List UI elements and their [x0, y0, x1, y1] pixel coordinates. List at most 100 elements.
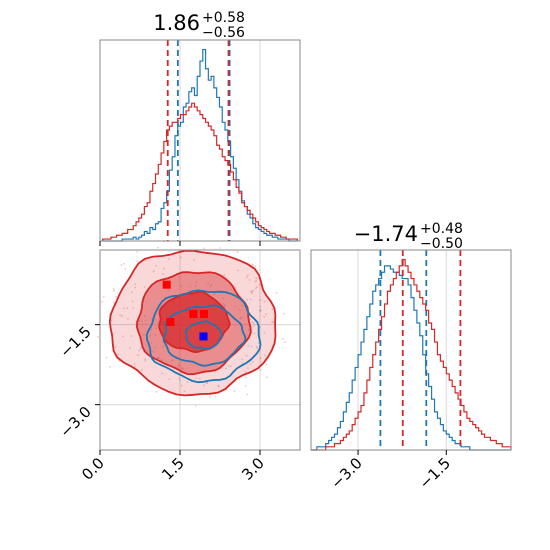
scatter-point — [246, 298, 249, 301]
scatter-point — [131, 300, 134, 303]
scatter-point — [180, 384, 183, 387]
tick-label-joint-y: −3.0 — [56, 403, 94, 441]
title-param1: 1.86 +0.58 −0.56 — [153, 10, 245, 41]
scatter-point — [142, 333, 145, 336]
scatter-point — [247, 328, 250, 331]
scatter-point — [194, 405, 197, 407]
scatter-point — [239, 317, 242, 320]
scatter-point — [275, 292, 278, 294]
scatter-point — [251, 292, 253, 295]
scatter-point — [224, 305, 226, 307]
scatter-point — [126, 307, 129, 310]
scatter-point — [121, 315, 124, 317]
scatter-point — [251, 360, 254, 363]
scatter-point — [263, 315, 266, 318]
scatter-point — [252, 321, 255, 324]
scatter-point — [240, 316, 243, 319]
scatter-point — [249, 363, 252, 365]
scatter-point — [136, 260, 139, 262]
scatter-point — [259, 369, 262, 371]
scatter-point — [186, 380, 189, 383]
scatter-point — [144, 259, 147, 262]
scatter-point — [256, 286, 258, 289]
scatter-point — [178, 377, 180, 380]
scatter-point — [117, 353, 119, 356]
scatter-point — [114, 346, 117, 349]
scatter-point — [144, 315, 146, 318]
scatter-point — [255, 345, 258, 348]
tick-label-param2-x: −3.0 — [327, 454, 365, 492]
scatter-point — [221, 297, 224, 300]
scatter-point — [202, 384, 205, 387]
tick-label-joint-x: 0.0 — [78, 454, 108, 484]
scatter-point — [158, 357, 161, 359]
scatter-point — [254, 287, 257, 290]
scatter-point — [121, 335, 124, 338]
scatter-point — [205, 381, 208, 384]
scatter-point — [225, 389, 228, 391]
scatter-point — [172, 368, 175, 371]
point-marker-1-3 — [200, 310, 208, 318]
scatter-point — [236, 251, 239, 253]
scatter-point — [264, 354, 267, 357]
scatter-point — [110, 319, 113, 322]
scatter-point — [180, 285, 183, 287]
scatter-point — [154, 346, 157, 349]
scatter-point — [178, 364, 181, 366]
scatter-point — [119, 314, 122, 317]
scatter-point — [223, 274, 226, 276]
scatter-point — [128, 346, 131, 349]
scatter-point — [251, 321, 253, 323]
scatter-point — [155, 327, 158, 330]
title-param1-upper: +0.58 — [202, 10, 245, 26]
scatter-point — [134, 283, 137, 285]
point-marker-1-1 — [166, 318, 175, 326]
scatter-point — [214, 395, 217, 398]
scatter-point — [247, 344, 250, 347]
point-marker-1-0 — [162, 280, 171, 289]
scatter-point — [127, 317, 129, 320]
scatter-point — [150, 328, 153, 331]
scatter-point — [258, 283, 261, 286]
scatter-point — [178, 379, 181, 382]
scatter-point — [246, 393, 249, 396]
scatter-point — [209, 285, 211, 288]
title-param2-value: −1.74 — [354, 222, 418, 246]
scatter-point — [259, 305, 262, 308]
scatter-point — [245, 276, 248, 279]
tick-label-joint-x: 3.0 — [238, 454, 268, 484]
scatter-point — [251, 263, 254, 266]
scatter-point — [136, 250, 139, 253]
scatter-point — [245, 354, 248, 357]
scatter-point — [259, 309, 262, 311]
scatter-point — [156, 357, 159, 359]
scatter-point — [266, 376, 268, 379]
scatter-point — [105, 356, 108, 359]
contour-blue-level-0 — [184, 320, 223, 350]
scatter-point — [154, 334, 157, 336]
scatter-point — [282, 338, 284, 340]
scatter-point — [248, 279, 251, 281]
scatter-point — [168, 378, 171, 380]
contour-blue-level-1 — [162, 304, 247, 367]
scatter-point — [177, 365, 180, 368]
scatter-point — [161, 372, 163, 375]
scatter-point — [124, 267, 127, 270]
scatter-point — [140, 369, 143, 372]
scatter-point — [206, 382, 209, 384]
histogram-series-0 — [311, 265, 511, 451]
scatter-point — [254, 280, 257, 283]
panel-frame — [310, 249, 512, 451]
scatter-point — [101, 300, 103, 303]
joint-contour-plot — [96, 240, 301, 451]
scatter-point — [180, 367, 183, 370]
panel-frame — [99, 249, 301, 451]
scatter-point — [183, 390, 186, 393]
scatter-point — [193, 259, 196, 262]
scatter-point — [259, 310, 262, 313]
scatter-point — [256, 347, 259, 349]
scatter-point — [237, 269, 239, 272]
scatter-point — [194, 285, 197, 287]
scatter-point — [143, 286, 146, 288]
